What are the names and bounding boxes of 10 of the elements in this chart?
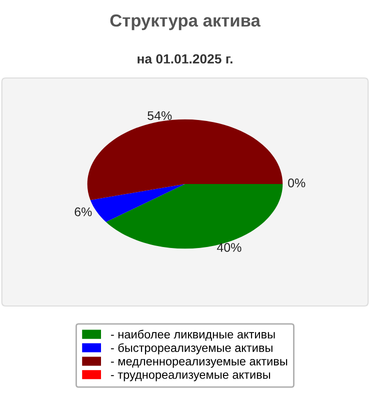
text: 0% [288, 178, 306, 188]
chart-subtitle: на 01.01.2025 г. [138, 54, 232, 64]
legend-label: - труднореализуемые активы [110, 372, 270, 382]
data-label: 54% [148, 111, 172, 120]
data-label: 40% [216, 243, 242, 252]
legend-label: - наиболее ликвидные активы [110, 330, 275, 341]
legend-label: - медленнореализуемые активы [110, 358, 288, 368]
legend-label: - быстрореализуемые активы [110, 343, 272, 354]
data-label: 6% [74, 207, 92, 216]
chart-title: Структура актива [110, 14, 261, 30]
